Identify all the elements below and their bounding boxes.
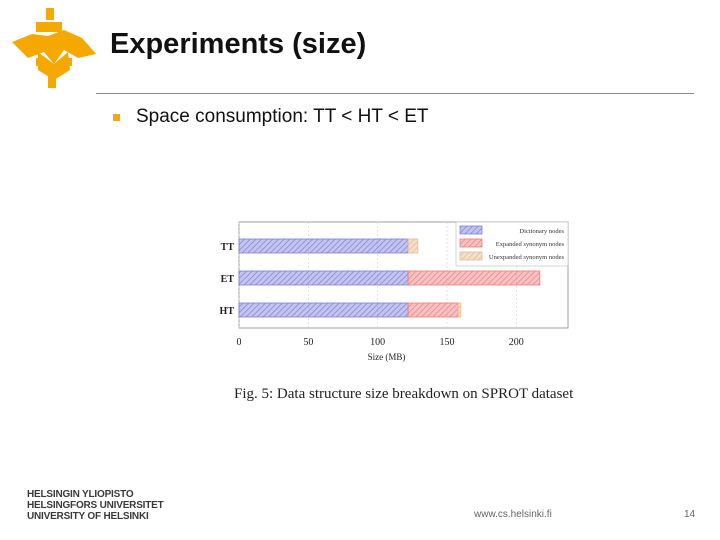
bar-segment — [238, 270, 409, 286]
legend-swatch — [459, 251, 483, 261]
university-line-en: UNIVERSITY OF HELSINKI — [27, 511, 149, 522]
bar-segment — [238, 302, 409, 318]
page-number: 14 — [684, 509, 696, 520]
bar-segment — [407, 238, 419, 254]
bar-segment — [238, 238, 409, 254]
title-divider — [96, 93, 694, 94]
bar-segment — [457, 302, 462, 318]
bullet-square-icon — [113, 114, 120, 121]
legend-label: Expanded synonym nodes — [496, 241, 565, 248]
legend-swatch — [459, 238, 483, 248]
figure-caption: Fig. 5: Data structure size breakdown on… — [234, 386, 574, 402]
footer-url: www.cs.helsinki.fi — [474, 509, 552, 520]
x-tick-label: 100 — [370, 337, 385, 348]
size-breakdown-chart: 0 50 100 150 200 TT ET HT Dictionary nodes Expand… — [220, 221, 569, 362]
bar-segment — [407, 270, 541, 286]
x-tick-label: 0 — [237, 337, 242, 348]
x-tick-label: 200 — [509, 337, 524, 348]
legend-label: Dictionary nodes — [519, 228, 564, 235]
slide-title: Experiments (size) — [110, 28, 367, 60]
y-category-label: ET — [221, 274, 235, 285]
legend-swatch — [459, 225, 483, 235]
university-line-sv: HELSINGFORS UNIVERSITET — [27, 500, 164, 511]
bullet-text: Space consumption: TT < HT < ET — [136, 106, 429, 127]
x-tick-label: 150 — [439, 337, 454, 348]
flame-logo-icon — [12, 8, 96, 88]
x-axis-label: Size (MB) — [368, 352, 406, 362]
university-wordmark: HELSINGIN YLIOPISTO HELSINGFORS UNIVERSI… — [27, 489, 164, 522]
bar-segment — [407, 302, 459, 318]
legend-label: Unexpanded synonym nodes — [489, 254, 565, 261]
university-line-fi: HELSINGIN YLIOPISTO — [27, 489, 134, 500]
bullet-item: Space consumption: TT < HT < ET — [113, 106, 429, 128]
x-tick-label: 50 — [303, 337, 313, 348]
y-category-label: HT — [220, 306, 235, 317]
y-category-label: TT — [221, 242, 235, 253]
